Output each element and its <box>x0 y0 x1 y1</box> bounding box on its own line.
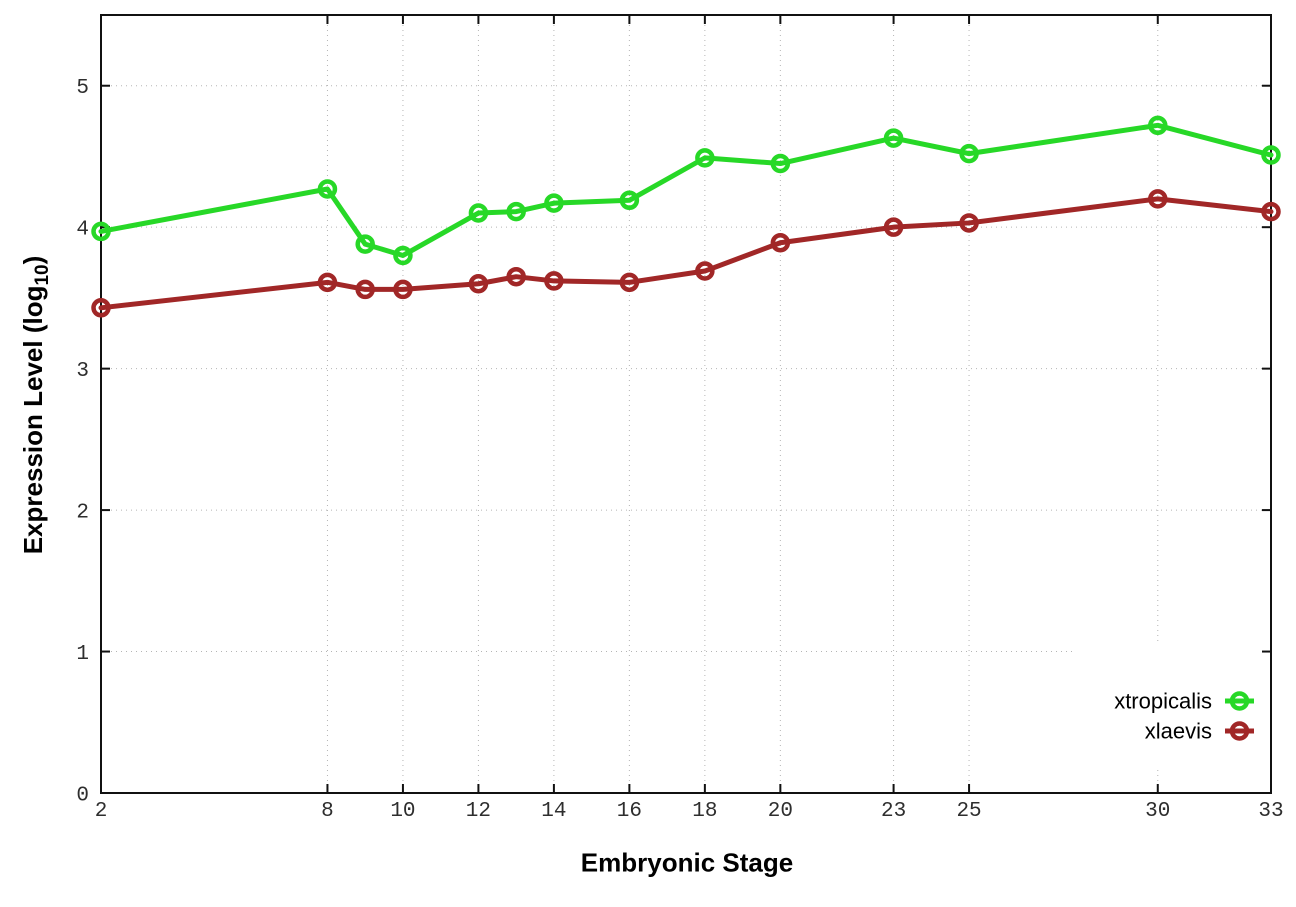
x-tick-label-12: 12 <box>466 800 491 823</box>
marker-xlaevis-14 <box>544 271 564 291</box>
legend-background <box>1073 644 1270 767</box>
x-tick-label-20: 20 <box>768 800 793 823</box>
x-tick-label-33: 33 <box>1258 800 1283 823</box>
marker-xtropicalis-25 <box>959 143 979 164</box>
marker-xtropicalis-16 <box>619 190 640 211</box>
marker-xtropicalis-9 <box>355 234 375 254</box>
x-axis-title: Embryonic Stage <box>580 847 794 878</box>
marker-xtropicalis-10 <box>393 245 413 266</box>
x-tick-label-30: 30 <box>1145 800 1170 823</box>
series-line-xlaevis <box>98 196 1274 311</box>
x-tick-label-2: 2 <box>95 800 108 823</box>
x-tick-label-10: 10 <box>390 800 415 823</box>
marker-xtropicalis-2 <box>91 221 111 242</box>
y-axis-title-subscript: 10 <box>32 264 54 286</box>
marker-xtropicalis-20 <box>770 153 791 174</box>
legend-label-xlaevis: xlaevis <box>1145 719 1212 744</box>
legend-marker-xtropicalis <box>1229 691 1250 711</box>
legend-label-xtropicalis: xtropicalis <box>1114 689 1212 714</box>
marker-xtropicalis-30 <box>1148 115 1168 136</box>
marker-xlaevis-10 <box>393 279 413 300</box>
marker-xlaevis-20 <box>770 232 791 253</box>
marker-xlaevis-30 <box>1148 189 1168 209</box>
y-tick-label-5: 5 <box>76 77 89 100</box>
y-tick-label-1: 1 <box>76 643 89 666</box>
series-line-xtropicalis <box>98 122 1274 258</box>
marker-xlaevis-2 <box>91 298 111 318</box>
marker-xtropicalis-8 <box>317 179 338 199</box>
x-tick-label-18: 18 <box>692 800 717 823</box>
marker-xlaevis-16 <box>619 272 640 293</box>
marker-xtropicalis-12 <box>468 203 489 223</box>
marker-xlaevis-8 <box>317 272 338 293</box>
x-tick-label-8: 8 <box>321 800 334 823</box>
marker-xlaevis-25 <box>959 213 979 233</box>
y-tick-label-3: 3 <box>76 360 89 383</box>
legend-marker-xlaevis <box>1229 721 1250 741</box>
y-axis-title-text: Expression Level (log <box>17 285 48 555</box>
marker-xlaevis-12 <box>468 274 489 294</box>
x-tick-label-25: 25 <box>956 800 981 823</box>
marker-xlaevis-33 <box>1261 201 1281 222</box>
marker-xtropicalis-23 <box>883 128 904 148</box>
y-tick-label-4: 4 <box>76 219 89 242</box>
y-tick-label-0: 0 <box>76 784 89 807</box>
marker-xtropicalis-18 <box>695 148 715 168</box>
marker-xtropicalis-33 <box>1261 145 1281 165</box>
x-tick-label-23: 23 <box>881 800 906 823</box>
marker-xtropicalis-14 <box>544 193 564 213</box>
marker-xlaevis-18 <box>695 261 715 281</box>
marker-xtropicalis-13 <box>506 201 526 222</box>
plot-border <box>100 14 1272 794</box>
x-tick-label-14: 14 <box>541 800 566 823</box>
marker-xlaevis-13 <box>506 266 526 287</box>
marker-xlaevis-23 <box>883 217 904 237</box>
x-tick-label-16: 16 <box>617 800 642 823</box>
y-axis-title: Expression Level (log10) <box>18 256 54 555</box>
y-tick-label-2: 2 <box>76 501 89 524</box>
marker-xlaevis-9 <box>355 279 375 300</box>
y-axis-title-close: ) <box>17 255 48 265</box>
